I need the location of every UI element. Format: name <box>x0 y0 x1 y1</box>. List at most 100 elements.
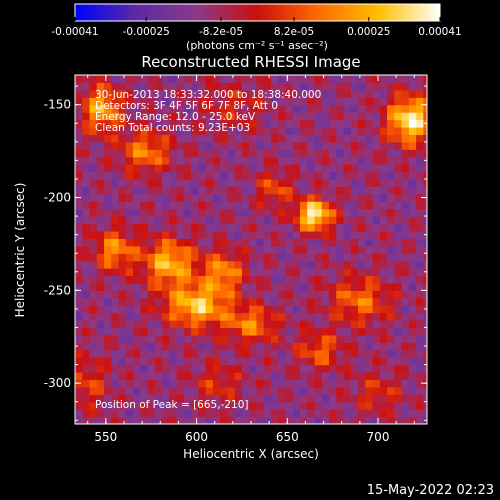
heatmap-cell <box>220 141 229 150</box>
heatmap-cell <box>379 201 388 210</box>
heatmap-cell <box>408 305 417 314</box>
heatmap-cell <box>104 297 112 306</box>
heatmap-cell <box>387 342 395 351</box>
heatmap-cell <box>372 282 381 291</box>
heatmap-cell <box>125 290 134 299</box>
heatmap-cell <box>408 268 417 277</box>
heatmap-cell <box>191 372 199 381</box>
heatmap-cell <box>104 201 112 210</box>
heatmap-cell <box>234 223 243 232</box>
heatmap-cell <box>96 149 105 158</box>
heatmap-cell <box>358 82 366 91</box>
heatmap-cell <box>82 104 91 113</box>
heatmap-cell <box>249 178 258 187</box>
heatmap-cell <box>387 275 395 284</box>
heatmap-cell <box>154 409 163 418</box>
heatmap-cell <box>191 238 199 247</box>
heatmap-cell <box>408 149 417 158</box>
heatmap-cell <box>314 282 323 291</box>
heatmap-cell <box>147 126 156 136</box>
heatmap-cell <box>416 119 424 128</box>
heatmap-cell <box>176 349 185 358</box>
heatmap-cell <box>256 320 265 329</box>
heatmap-cell <box>307 75 316 84</box>
heatmap-cell <box>191 379 199 388</box>
heatmap-cell <box>241 112 250 121</box>
heatmap-cell <box>336 379 345 388</box>
heatmap-cell <box>227 82 236 91</box>
heatmap-cell <box>292 89 301 98</box>
heatmap-cell <box>292 178 301 187</box>
heatmap-cell <box>111 260 120 269</box>
heatmap-cell <box>321 282 330 291</box>
heatmap-cell <box>104 193 112 202</box>
x-tick-label: 650 <box>276 430 299 444</box>
heatmap-cell <box>241 201 250 210</box>
heatmap-cell <box>401 171 410 180</box>
heatmap-cell <box>154 238 163 247</box>
heatmap-cell <box>270 97 279 106</box>
heatmap-cell <box>140 223 149 232</box>
heatmap-cell <box>278 186 287 195</box>
heatmap-cell <box>205 401 214 410</box>
heatmap-cell <box>329 171 337 180</box>
heatmap-cell <box>365 104 374 113</box>
heatmap-cell <box>176 104 185 113</box>
heatmap-cell <box>314 186 323 195</box>
heatmap-cell <box>198 342 207 351</box>
heatmap-cell <box>285 401 294 410</box>
heatmap-cell <box>191 149 199 158</box>
heatmap-cell <box>111 379 120 388</box>
heatmap-cell <box>75 364 83 373</box>
heatmap-cell <box>314 216 323 225</box>
heatmap-cell <box>256 290 265 299</box>
heatmap-cell <box>234 334 243 343</box>
heatmap-cell <box>416 290 424 299</box>
heatmap-cell <box>104 119 112 128</box>
heatmap-cell <box>205 394 214 403</box>
heatmap-cell <box>387 164 395 173</box>
heatmap-cell <box>408 297 417 306</box>
heatmap-cell <box>140 416 149 424</box>
heatmap-cell <box>118 134 127 143</box>
heatmap-cell <box>394 260 403 269</box>
heatmap-cell <box>423 126 427 136</box>
heatmap-cell <box>183 297 192 306</box>
heatmap-cell <box>89 268 98 277</box>
heatmap-cell <box>408 386 417 395</box>
heatmap-cell <box>227 290 236 299</box>
heatmap-cell <box>198 104 207 113</box>
heatmap-cell <box>379 409 388 418</box>
heatmap-cell <box>125 208 134 217</box>
heatmap-cell <box>75 260 83 269</box>
heatmap-cell <box>365 126 374 136</box>
heatmap-cell <box>140 119 149 128</box>
heatmap-cell <box>154 178 163 187</box>
heatmap-cell <box>111 349 120 358</box>
heatmap-cell <box>394 89 403 98</box>
heatmap-cell <box>241 372 250 381</box>
heatmap-cell <box>133 230 141 239</box>
heatmap-cell <box>408 253 417 262</box>
heatmap-cell <box>365 82 374 91</box>
heatmap-cell <box>82 75 91 84</box>
heatmap-cell <box>394 216 403 225</box>
heatmap-cell <box>270 320 279 329</box>
heatmap-cell <box>379 297 388 306</box>
heatmap-cell <box>140 193 149 202</box>
heatmap-cell <box>307 416 316 424</box>
heatmap-cell <box>162 364 170 373</box>
heatmap-cell <box>133 357 141 366</box>
heatmap-cell <box>111 164 120 173</box>
heatmap-cell <box>408 171 417 180</box>
heatmap-cell <box>372 253 381 262</box>
heatmap-cell <box>118 401 127 410</box>
heatmap-cell <box>416 386 424 395</box>
heatmap-cell <box>140 230 149 239</box>
heatmap-cell <box>96 305 105 314</box>
heatmap-cell <box>140 349 149 358</box>
heatmap-cell <box>212 312 221 321</box>
heatmap-cell <box>118 357 127 366</box>
heatmap-cell <box>292 171 301 180</box>
heatmap-cell <box>162 216 170 225</box>
